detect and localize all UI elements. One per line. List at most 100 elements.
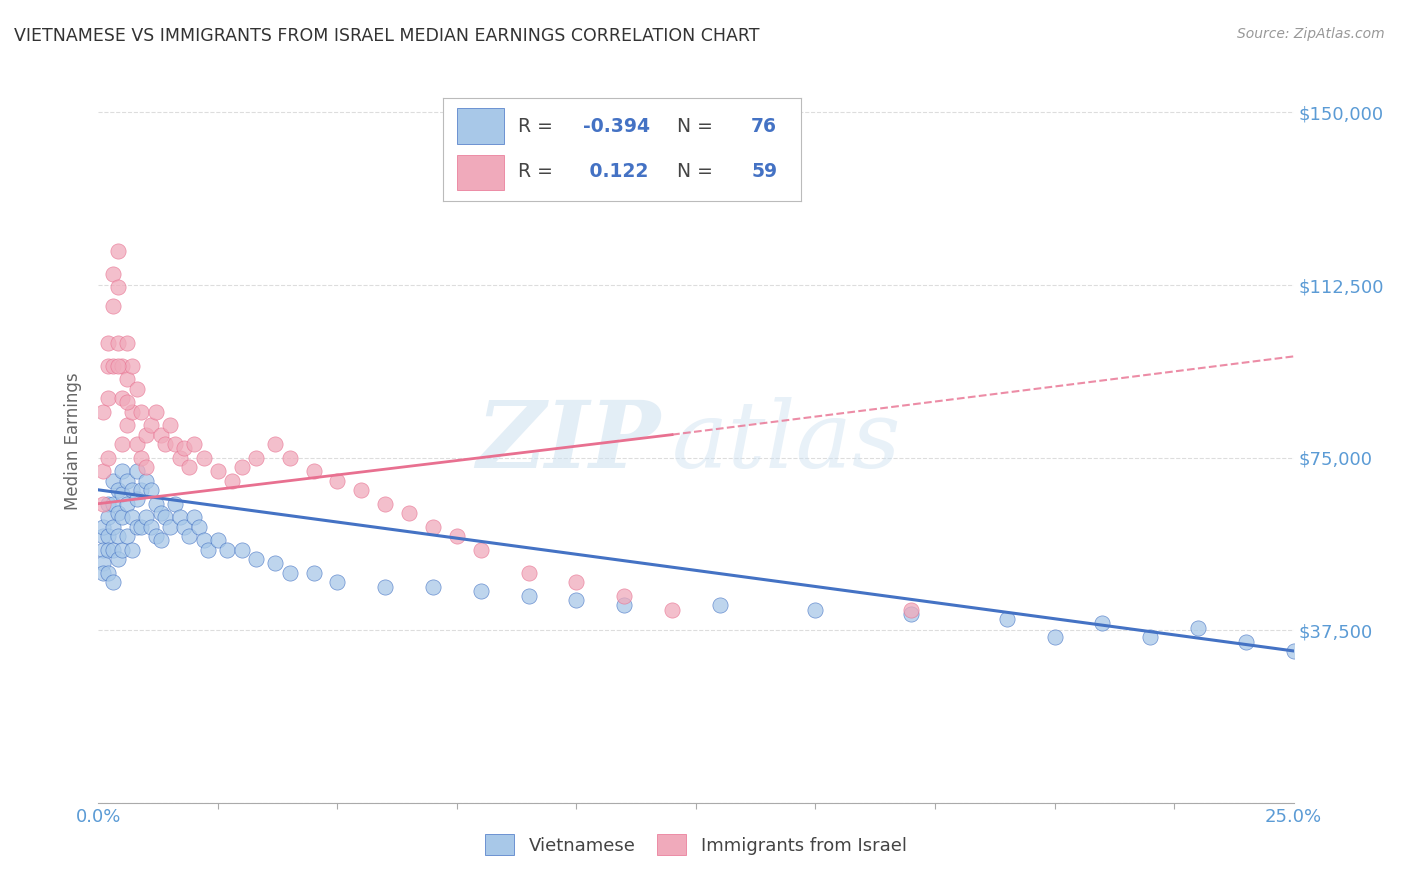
- Point: [169, 450, 191, 465]
- Point: [350, 483, 373, 497]
- Point: [101, 299, 124, 313]
- Point: [125, 491, 148, 506]
- Point: [278, 450, 301, 465]
- Point: [125, 437, 148, 451]
- Point: [149, 506, 172, 520]
- Point: [125, 465, 148, 479]
- Point: [115, 497, 138, 511]
- Point: [125, 382, 148, 396]
- Point: [1234, 634, 1257, 648]
- Point: [1091, 616, 1114, 631]
- Point: [97, 542, 120, 557]
- Point: [91, 557, 114, 571]
- Point: [101, 574, 124, 589]
- Point: [264, 437, 287, 451]
- Text: atlas: atlas: [672, 397, 901, 486]
- Point: [179, 529, 201, 543]
- Point: [145, 529, 167, 543]
- Text: R =: R =: [519, 117, 560, 136]
- Point: [107, 529, 129, 543]
- Point: [159, 418, 181, 433]
- Point: [111, 359, 134, 373]
- Point: [517, 566, 540, 580]
- Point: [107, 552, 129, 566]
- Point: [173, 519, 195, 533]
- Point: [91, 465, 114, 479]
- Point: [97, 335, 120, 350]
- Point: [131, 450, 153, 465]
- Point: [135, 459, 157, 474]
- Point: [101, 519, 124, 533]
- Point: [661, 602, 683, 616]
- Point: [183, 437, 205, 451]
- Point: [159, 519, 181, 533]
- Point: [302, 566, 325, 580]
- Bar: [457, 108, 503, 145]
- Point: [97, 359, 120, 373]
- Legend: Vietnamese, Immigrants from Israel: Vietnamese, Immigrants from Israel: [478, 827, 914, 863]
- Point: [107, 483, 129, 497]
- Point: [97, 450, 120, 465]
- Point: [207, 465, 229, 479]
- Point: [1043, 630, 1066, 644]
- Point: [121, 510, 143, 524]
- Text: R =: R =: [519, 162, 560, 181]
- Point: [221, 474, 243, 488]
- Point: [139, 519, 162, 533]
- Point: [193, 450, 215, 465]
- Point: [231, 542, 253, 557]
- Point: [193, 533, 215, 548]
- Point: [111, 487, 134, 501]
- Point: [155, 510, 177, 524]
- Point: [115, 474, 138, 488]
- Point: [115, 418, 138, 433]
- Point: [125, 519, 148, 533]
- Point: [107, 244, 129, 258]
- Point: [111, 437, 134, 451]
- Point: [145, 497, 167, 511]
- Point: [107, 280, 129, 294]
- Point: [613, 589, 636, 603]
- Point: [91, 542, 114, 557]
- Point: [135, 510, 157, 524]
- Point: [245, 552, 267, 566]
- Point: [900, 602, 922, 616]
- Text: N =: N =: [665, 117, 718, 136]
- Point: [179, 459, 201, 474]
- Point: [517, 589, 540, 603]
- Point: [326, 574, 349, 589]
- Point: [169, 510, 191, 524]
- Point: [217, 542, 239, 557]
- Point: [900, 607, 922, 621]
- Point: [1187, 621, 1209, 635]
- Point: [163, 497, 186, 511]
- Point: [135, 427, 157, 442]
- Point: [107, 335, 129, 350]
- Point: [111, 542, 134, 557]
- Point: [107, 359, 129, 373]
- Point: [145, 404, 167, 418]
- Point: [111, 510, 134, 524]
- Point: [149, 427, 172, 442]
- Point: [446, 529, 468, 543]
- Point: [231, 459, 253, 474]
- Point: [163, 437, 186, 451]
- Point: [709, 598, 731, 612]
- Point: [101, 497, 124, 511]
- Point: [326, 474, 349, 488]
- Point: [374, 580, 396, 594]
- Point: [302, 465, 325, 479]
- Point: [97, 391, 120, 405]
- Point: [91, 497, 114, 511]
- Point: [173, 442, 195, 456]
- Point: [101, 474, 124, 488]
- Point: [207, 533, 229, 548]
- Point: [131, 519, 153, 533]
- Point: [101, 542, 124, 557]
- Text: Source: ZipAtlas.com: Source: ZipAtlas.com: [1237, 27, 1385, 41]
- Point: [97, 529, 120, 543]
- Point: [131, 404, 153, 418]
- Point: [115, 335, 138, 350]
- Point: [422, 580, 444, 594]
- Point: [111, 465, 134, 479]
